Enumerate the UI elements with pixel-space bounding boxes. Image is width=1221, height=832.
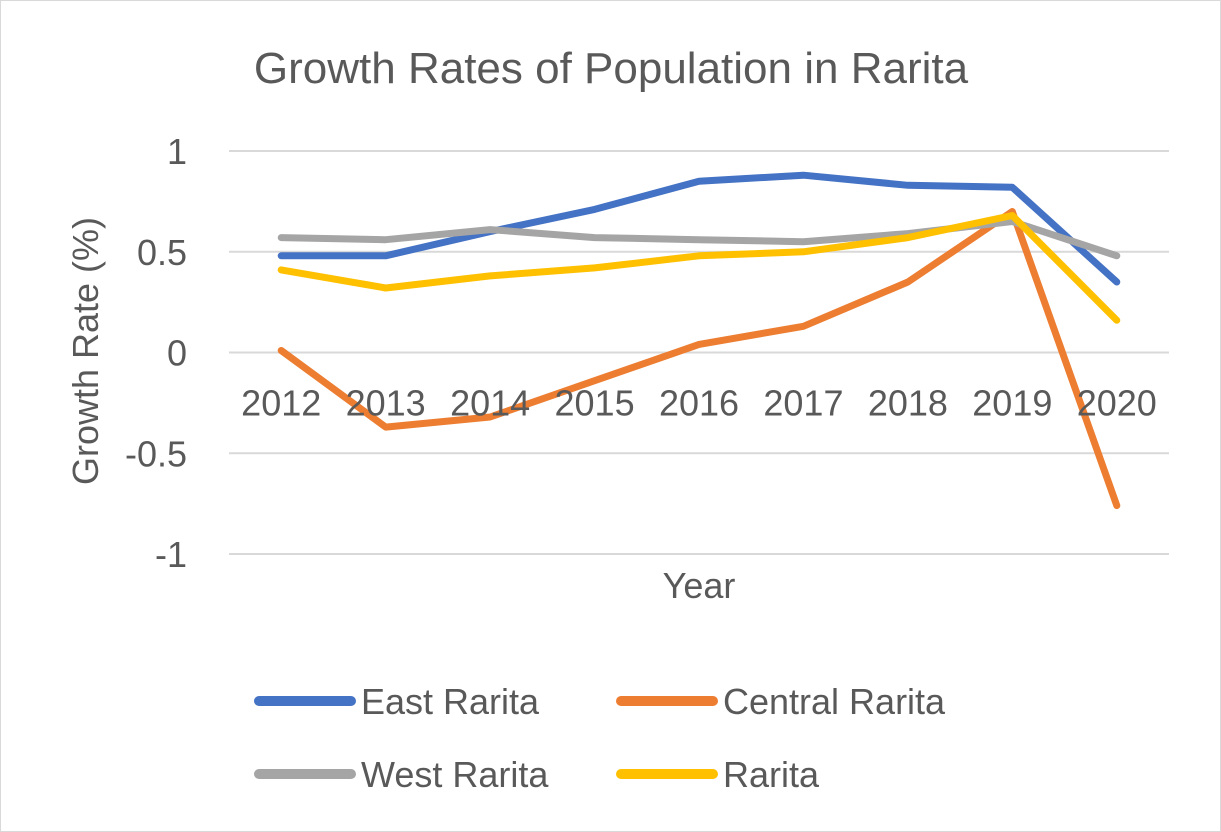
x-tick-label: 2013 <box>346 383 426 424</box>
y-tick-labels: 1 0.5 0 -0.5 -1 <box>125 131 187 575</box>
x-axis-title: Year <box>663 565 736 606</box>
series-line-0 <box>277 171 1121 286</box>
y-tick-label: 1 <box>167 131 187 172</box>
x-tick-label: 2012 <box>241 383 321 424</box>
x-tick-label: 2019 <box>972 383 1052 424</box>
x-tick-labels: 2012 2013 2014 2015 2016 2017 2018 2019 2020 <box>241 383 1157 424</box>
y-axis-title: Growth Rate (%) <box>65 217 106 485</box>
series-line-3 <box>277 212 1121 324</box>
gridlines <box>229 150 1169 555</box>
x-tick-label: 2018 <box>868 383 948 424</box>
x-tick-label: 2014 <box>450 383 530 424</box>
y-tick-label: -1 <box>155 534 187 575</box>
legend-label: Rarita <box>723 754 820 795</box>
chart-title: Growth Rates of Population in Rarita <box>254 44 969 93</box>
y-tick-label: 0.5 <box>137 232 187 273</box>
legend-label: West Rarita <box>361 754 549 795</box>
series-line-1 <box>277 208 1121 510</box>
x-tick-label: 2016 <box>659 383 739 424</box>
y-tick-label: -0.5 <box>125 433 187 474</box>
legend-label: Central Rarita <box>723 681 946 722</box>
x-tick-label: 2020 <box>1077 383 1157 424</box>
legend-label: East Rarita <box>361 681 540 722</box>
legend: East Rarita Central Rarita West Rarita Rari… <box>254 681 946 795</box>
x-tick-label: 2015 <box>555 383 635 424</box>
series-lines <box>277 171 1121 510</box>
y-tick-label: 0 <box>167 333 187 374</box>
x-tick-label: 2017 <box>763 383 843 424</box>
